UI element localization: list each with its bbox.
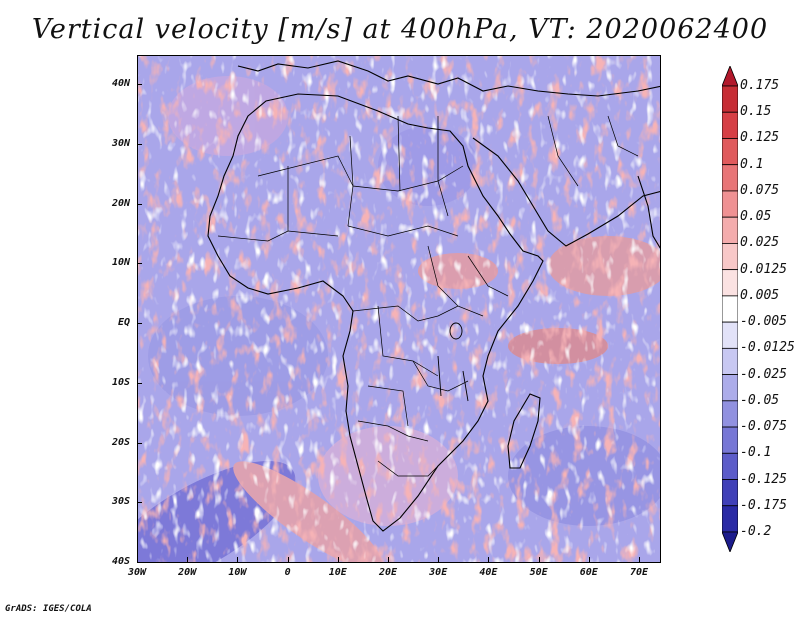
lat-tick-label: 20S: [111, 436, 130, 448]
lat-tick-mark: [137, 323, 142, 324]
colorbar-label: 0.075: [740, 182, 780, 198]
lon-tick-mark: [287, 557, 289, 562]
lon-tick-label: 10W: [228, 567, 247, 578]
lat-tick-mark: [137, 442, 142, 444]
lat-tick-mark: [137, 562, 142, 563]
colorbar: [722, 66, 738, 552]
colorbar-label: 0.05: [740, 209, 772, 225]
colorbar-bin: [722, 531, 738, 552]
colorbar-bin: [722, 216, 738, 244]
lon-tick-mark: [488, 557, 490, 562]
lat-tick-mark: [137, 382, 142, 384]
lat-tick-mark: [137, 84, 142, 85]
field-texture-white: [138, 56, 660, 562]
colorbar-label: -0.025: [740, 366, 787, 382]
lon-tick-mark: [588, 557, 590, 562]
colorbar-bin: [722, 347, 738, 375]
lat-tick-label: 20N: [111, 197, 130, 209]
lon-tick-label: 30E: [429, 567, 448, 578]
lat-tick-mark: [137, 143, 142, 145]
lat-tick-label: 30S: [111, 496, 130, 508]
lon-tick-mark: [538, 557, 540, 562]
lon-tick-label: 10E: [328, 567, 347, 578]
arabia-coastline: [472, 137, 660, 247]
lat-tick-label: 10S: [111, 376, 130, 388]
colorbar-bin: [722, 505, 738, 533]
colorbar-bin: [722, 111, 738, 139]
vertical-velocity-map: [138, 56, 660, 562]
africa-coastline: [207, 93, 544, 532]
lat-tick-mark: [137, 502, 142, 504]
lakes: [437, 322, 469, 402]
lat-tick-label: EQ: [117, 317, 130, 328]
lon-tick-label: 20E: [378, 567, 398, 578]
colorbar-label: 0.175: [740, 78, 780, 93]
lon-tick-mark: [388, 557, 389, 562]
colorbar-label: -0.075: [740, 419, 787, 435]
lon-tick-label: 0: [284, 567, 291, 578]
lat-tick-mark: [137, 263, 142, 265]
chart-title: Vertical velocity [m/s] at 400hPa, VT: 2…: [31, 14, 769, 45]
colorbar-bin: [722, 321, 738, 349]
lat-tick-label: 10N: [111, 257, 130, 269]
madagascar-coastline: [507, 393, 541, 469]
colorbar-label: 0.005: [740, 287, 780, 303]
colorbar-bin: [722, 243, 738, 271]
lon-tick-label: 20W: [178, 567, 197, 578]
colorbar-label: -0.2: [740, 524, 772, 539]
lon-tick-mark: [337, 557, 339, 562]
colorbar-label: -0.0125: [740, 340, 795, 356]
colorbar-label: 0.1: [740, 156, 764, 172]
lon-tick-mark: [438, 557, 440, 562]
lon-tick-mark: [639, 557, 640, 562]
colorbar-bin: [722, 479, 738, 507]
lon-tick-label: 40E: [479, 567, 498, 578]
lat-tick-mark: [137, 203, 142, 205]
lat-tick-label: 40S: [111, 556, 130, 567]
lon-tick-mark: [137, 557, 138, 562]
lon-tick-label: 70E: [629, 567, 649, 578]
lon-tick-mark: [237, 557, 239, 562]
lon-tick-label: 30W: [127, 567, 147, 578]
colorbar-label: -0.125: [740, 471, 787, 487]
colorbar-bin: [722, 190, 738, 218]
colorbar-bin: [722, 66, 738, 87]
colorbar-label: -0.05: [740, 392, 780, 408]
colorbar-bin: [722, 138, 738, 166]
colorbar-bin: [722, 452, 738, 480]
colorbar-bin: [722, 426, 738, 454]
lat-tick-label: 40N: [111, 78, 130, 89]
colorbar-label: -0.1: [740, 445, 772, 461]
india-coastline: [637, 175, 660, 249]
lon-tick-label: 50E: [529, 567, 548, 578]
colorbar-label: -0.005: [740, 314, 787, 330]
coastlines: [207, 60, 660, 532]
colorbar-bin: [722, 164, 738, 192]
credit-text: GrADS: IGES/COLA: [5, 604, 92, 614]
colorbar-bin: [722, 374, 738, 402]
lon-tick-label: 60E: [579, 567, 598, 578]
colorbar-label: 0.025: [740, 235, 780, 251]
colorbar-label: 0.15: [740, 104, 772, 120]
lon-tick-mark: [187, 557, 189, 562]
colorbar-label: 0.0125: [740, 261, 787, 277]
europe-coastline: [237, 60, 660, 97]
colorbar-bin: [722, 295, 738, 323]
colorbar-label: 0.125: [740, 130, 780, 146]
map-plot-area: [137, 55, 661, 563]
colorbar-bin: [722, 400, 738, 428]
country-borders: [217, 115, 639, 477]
colorbar-bin: [722, 269, 738, 297]
colorbar-label: -0.175: [740, 497, 787, 513]
colorbar-bin: [722, 85, 738, 113]
lat-tick-label: 30N: [111, 137, 130, 149]
